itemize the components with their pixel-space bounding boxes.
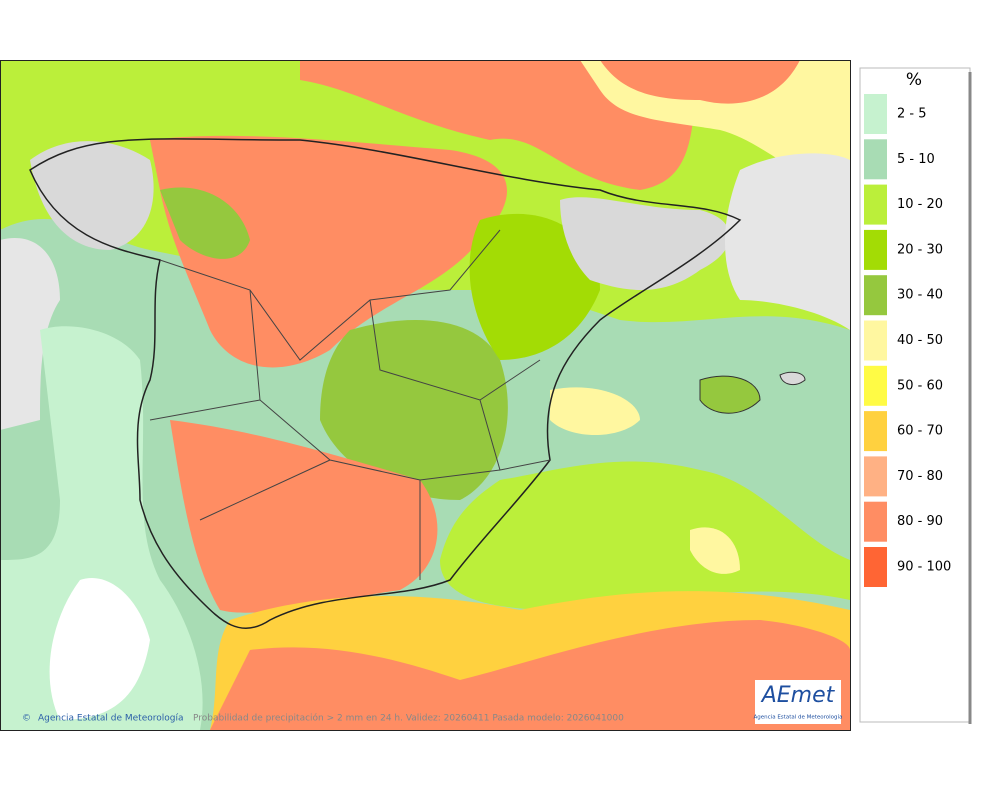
legend-title: % [906, 70, 922, 90]
legend-swatch [864, 94, 887, 134]
logo-box [755, 680, 841, 724]
credit: Agencia Estatal de Meteorología [38, 714, 184, 724]
legend-label: 80 - 90 [897, 514, 943, 529]
legend-items: 2 - 5 5 - 10 10 - 20 20 - 30 30 - 40 40 - 50 5… [864, 94, 951, 587]
legend-label: 40 - 50 [897, 333, 943, 348]
caption: Probabilidad de precipitación > 2 mm en … [193, 713, 624, 724]
map-frame [0, 60, 851, 731]
legend-label: 30 - 40 [897, 288, 943, 303]
legend-label: 10 - 20 [897, 197, 943, 212]
legend-label: 50 - 60 [897, 378, 943, 393]
legend-label: 90 - 100 [897, 560, 951, 575]
legend-swatch [864, 320, 887, 361]
copyright-mark: © [22, 714, 31, 724]
legend-swatch [864, 456, 887, 497]
logo-name: AEmet [760, 683, 836, 708]
legend-swatch [864, 547, 887, 587]
legend-swatch [864, 229, 887, 270]
legend-swatch [864, 365, 887, 406]
legend-swatch [864, 501, 887, 542]
legend-label: 20 - 30 [897, 242, 943, 257]
logo-subtitle: Agencia Estatal de Meteorología [754, 714, 843, 721]
legend-label: 60 - 70 [897, 424, 943, 439]
legend-label: 5 - 10 [897, 152, 935, 167]
legend-swatch [864, 411, 887, 452]
legend-swatch [864, 184, 887, 225]
legend-label: 70 - 80 [897, 469, 943, 484]
legend-swatch [864, 139, 887, 180]
legend-swatch [864, 275, 887, 316]
map [0, 60, 850, 730]
legend-label: 2 - 5 [897, 107, 927, 122]
